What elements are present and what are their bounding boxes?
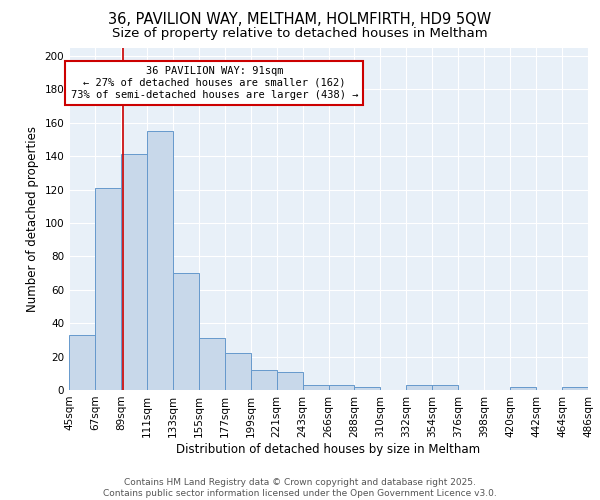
Y-axis label: Number of detached properties: Number of detached properties [26, 126, 39, 312]
Bar [406, 385, 432, 390]
Bar [329, 385, 355, 390]
Bar [302, 385, 329, 390]
Bar [355, 386, 380, 390]
Text: Contains HM Land Registry data © Crown copyright and database right 2025.
Contai: Contains HM Land Registry data © Crown c… [103, 478, 497, 498]
Bar [225, 353, 251, 390]
Bar [277, 372, 302, 390]
Bar [69, 335, 95, 390]
X-axis label: Distribution of detached houses by size in Meltham: Distribution of detached houses by size … [176, 442, 481, 456]
Bar [147, 131, 173, 390]
Bar [95, 188, 121, 390]
Text: 36 PAVILION WAY: 91sqm
← 27% of detached houses are smaller (162)
73% of semi-de: 36 PAVILION WAY: 91sqm ← 27% of detached… [71, 66, 358, 100]
Bar [251, 370, 277, 390]
Bar [562, 386, 588, 390]
Bar [121, 154, 147, 390]
Text: Size of property relative to detached houses in Meltham: Size of property relative to detached ho… [112, 28, 488, 40]
Bar [510, 386, 536, 390]
Text: 36, PAVILION WAY, MELTHAM, HOLMFIRTH, HD9 5QW: 36, PAVILION WAY, MELTHAM, HOLMFIRTH, HD… [109, 12, 491, 28]
Bar [433, 385, 458, 390]
Bar [173, 273, 199, 390]
Bar [199, 338, 224, 390]
